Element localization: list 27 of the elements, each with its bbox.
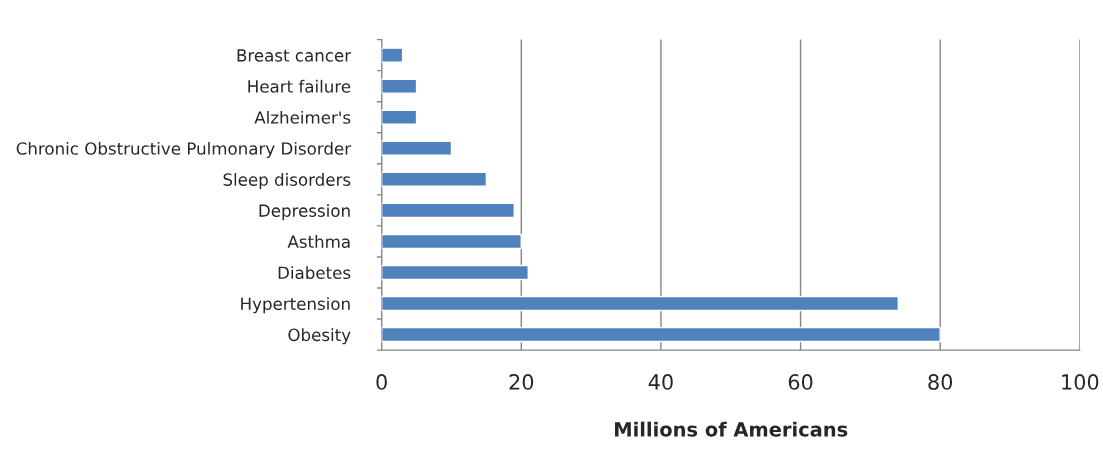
y-tick-label: Breast cancer — [237, 49, 352, 62]
x-tick-label: 40 — [648, 374, 673, 390]
bar — [381, 47, 404, 63]
y-tick-label: Alzheimer's — [254, 110, 351, 124]
bar — [381, 109, 418, 125]
bar — [381, 233, 522, 250]
bar — [381, 140, 453, 156]
bar — [381, 264, 529, 281]
y-tick-label: Depression — [259, 204, 350, 221]
x-tick-label: 0 — [376, 374, 387, 390]
x-tick-label: 60 — [788, 374, 813, 390]
bar — [381, 202, 515, 219]
bar — [381, 295, 900, 312]
y-tick-label: Hypertension — [241, 297, 350, 314]
x-tick-label: 20 — [509, 374, 534, 390]
x-axis-title: Millions of Americans — [615, 421, 848, 437]
bar — [381, 78, 418, 94]
bar — [381, 171, 488, 188]
y-tick-label: Obesity — [288, 328, 351, 345]
bar — [381, 326, 941, 343]
x-tick-label: 100 — [1062, 374, 1099, 390]
y-tick-label: Diabetes — [278, 266, 351, 280]
y-tick-label: Sleep disorders — [223, 172, 351, 190]
y-tick-label: Chronic Obstructive Pulmonary Disorder — [16, 141, 352, 159]
y-tick-label: Asthma — [287, 235, 350, 248]
x-tick-label: 80 — [928, 374, 953, 390]
y-tick-label: Heart failure — [248, 79, 351, 93]
